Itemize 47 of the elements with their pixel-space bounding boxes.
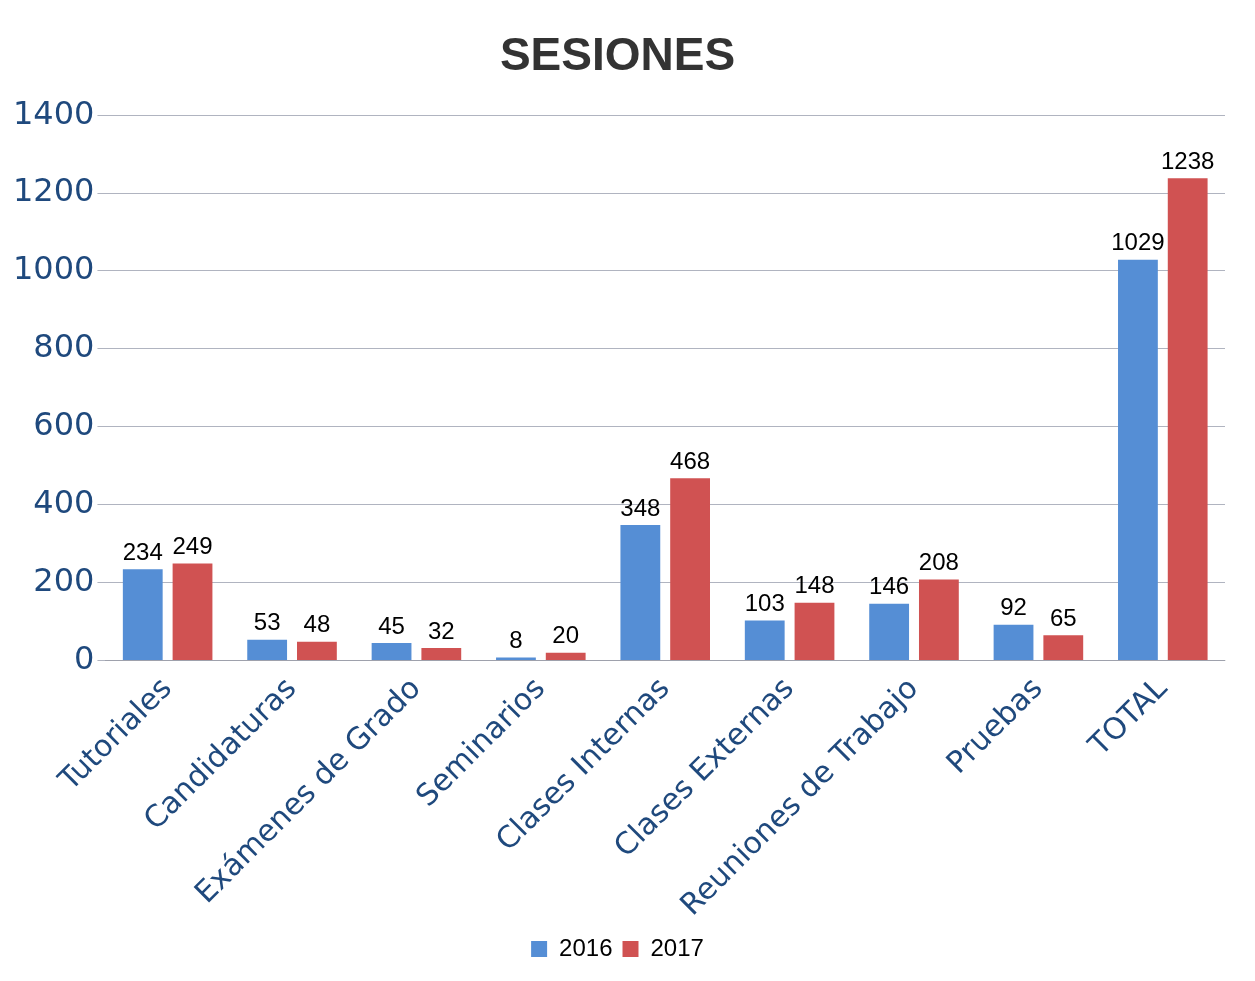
bar xyxy=(744,620,785,660)
y-tick-label: 0 xyxy=(74,638,95,677)
data-label: 48 xyxy=(303,610,331,638)
data-label: 234 xyxy=(122,537,163,565)
data-label: 45 xyxy=(378,611,405,639)
bar xyxy=(172,563,213,660)
bar xyxy=(247,639,288,660)
bar xyxy=(371,642,412,660)
y-tick-label: 1200 xyxy=(13,171,95,210)
data-label: 1238 xyxy=(1160,146,1215,174)
bar xyxy=(1167,178,1208,660)
data-label: 468 xyxy=(670,446,711,474)
data-label: 1029 xyxy=(1111,228,1165,256)
bar xyxy=(297,641,337,660)
y-tick-label: 400 xyxy=(33,483,95,522)
data-label: 53 xyxy=(253,608,281,636)
legend-label: 2016 xyxy=(559,933,613,961)
legend-label: 2017 xyxy=(650,933,704,961)
data-label: 8 xyxy=(509,626,523,654)
bar xyxy=(670,478,710,660)
data-label: 348 xyxy=(620,493,661,521)
data-label: 103 xyxy=(744,589,785,616)
data-label: 32 xyxy=(427,616,455,644)
data-label: 146 xyxy=(869,572,910,600)
y-tick-label: 1400 xyxy=(13,93,95,132)
data-label: 249 xyxy=(172,532,213,560)
bar xyxy=(496,657,536,660)
bar xyxy=(1118,259,1158,660)
y-tick-label: 600 xyxy=(33,405,95,444)
y-tick-label: 1000 xyxy=(13,249,95,288)
bar xyxy=(794,602,835,660)
data-label: 148 xyxy=(794,571,835,599)
bar xyxy=(421,648,462,660)
bar xyxy=(620,524,661,660)
chart-title: SESIONES xyxy=(499,28,736,81)
bar xyxy=(122,569,163,660)
data-label: 208 xyxy=(918,548,959,576)
y-tick-label: 800 xyxy=(33,327,95,366)
bar xyxy=(918,579,959,660)
data-label: 65 xyxy=(1049,603,1077,631)
bar xyxy=(993,624,1034,660)
data-label: 92 xyxy=(1000,593,1027,621)
bar xyxy=(545,652,586,660)
bar xyxy=(1043,635,1084,660)
y-tick-label: 200 xyxy=(33,560,95,599)
bar xyxy=(869,603,910,660)
data-label: 20 xyxy=(552,621,580,649)
